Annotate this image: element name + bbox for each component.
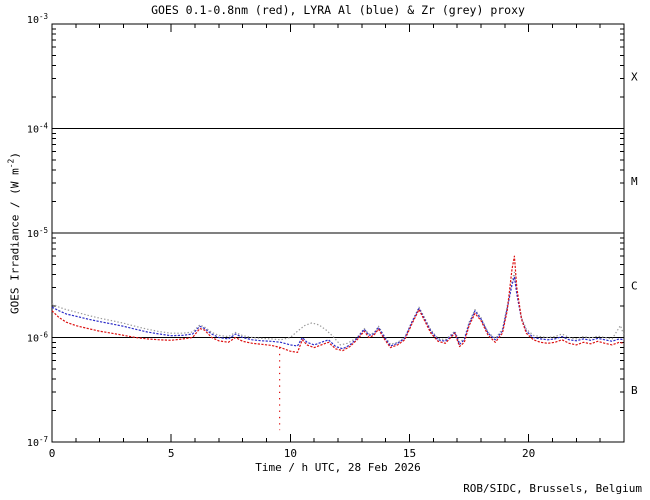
y-tick-label: 10-6 — [27, 331, 49, 345]
plot-area: 0 5 10 15 20 10-3 10-4 10-5 10-6 10-7 X M C B — [27, 12, 638, 460]
flare-class-label: M — [631, 175, 638, 188]
chart-title: GOES 0.1-0.8nm (red), LYRA Al (blue) & Z… — [151, 3, 525, 17]
y-tick-label: 10-7 — [27, 435, 48, 449]
series-goes-0-1-0-8nm — [51, 255, 625, 353]
x-tick-label: 20 — [522, 447, 535, 460]
series-lyra-al-proxy — [51, 276, 625, 350]
flare-class-label: B — [631, 384, 638, 397]
y-tick-label: 10-3 — [27, 12, 48, 26]
x-tick-label: 15 — [403, 447, 416, 460]
x-tick-label: 5 — [168, 447, 175, 460]
y-tick-label: 10-4 — [27, 122, 49, 136]
y-tick-label: 10-5 — [27, 226, 48, 240]
credit-text: ROB/SIDC, Brussels, Belgium — [463, 482, 642, 495]
flare-class-label: C — [631, 279, 638, 292]
x-axis-title: Time / h UTC, 28 Feb 2026 — [255, 461, 421, 474]
x-tick-label: 10 — [284, 447, 297, 460]
x-tick-label: 0 — [49, 447, 56, 460]
series-lyra-zr-proxy — [51, 271, 625, 346]
flare-class-label: X — [631, 70, 638, 83]
